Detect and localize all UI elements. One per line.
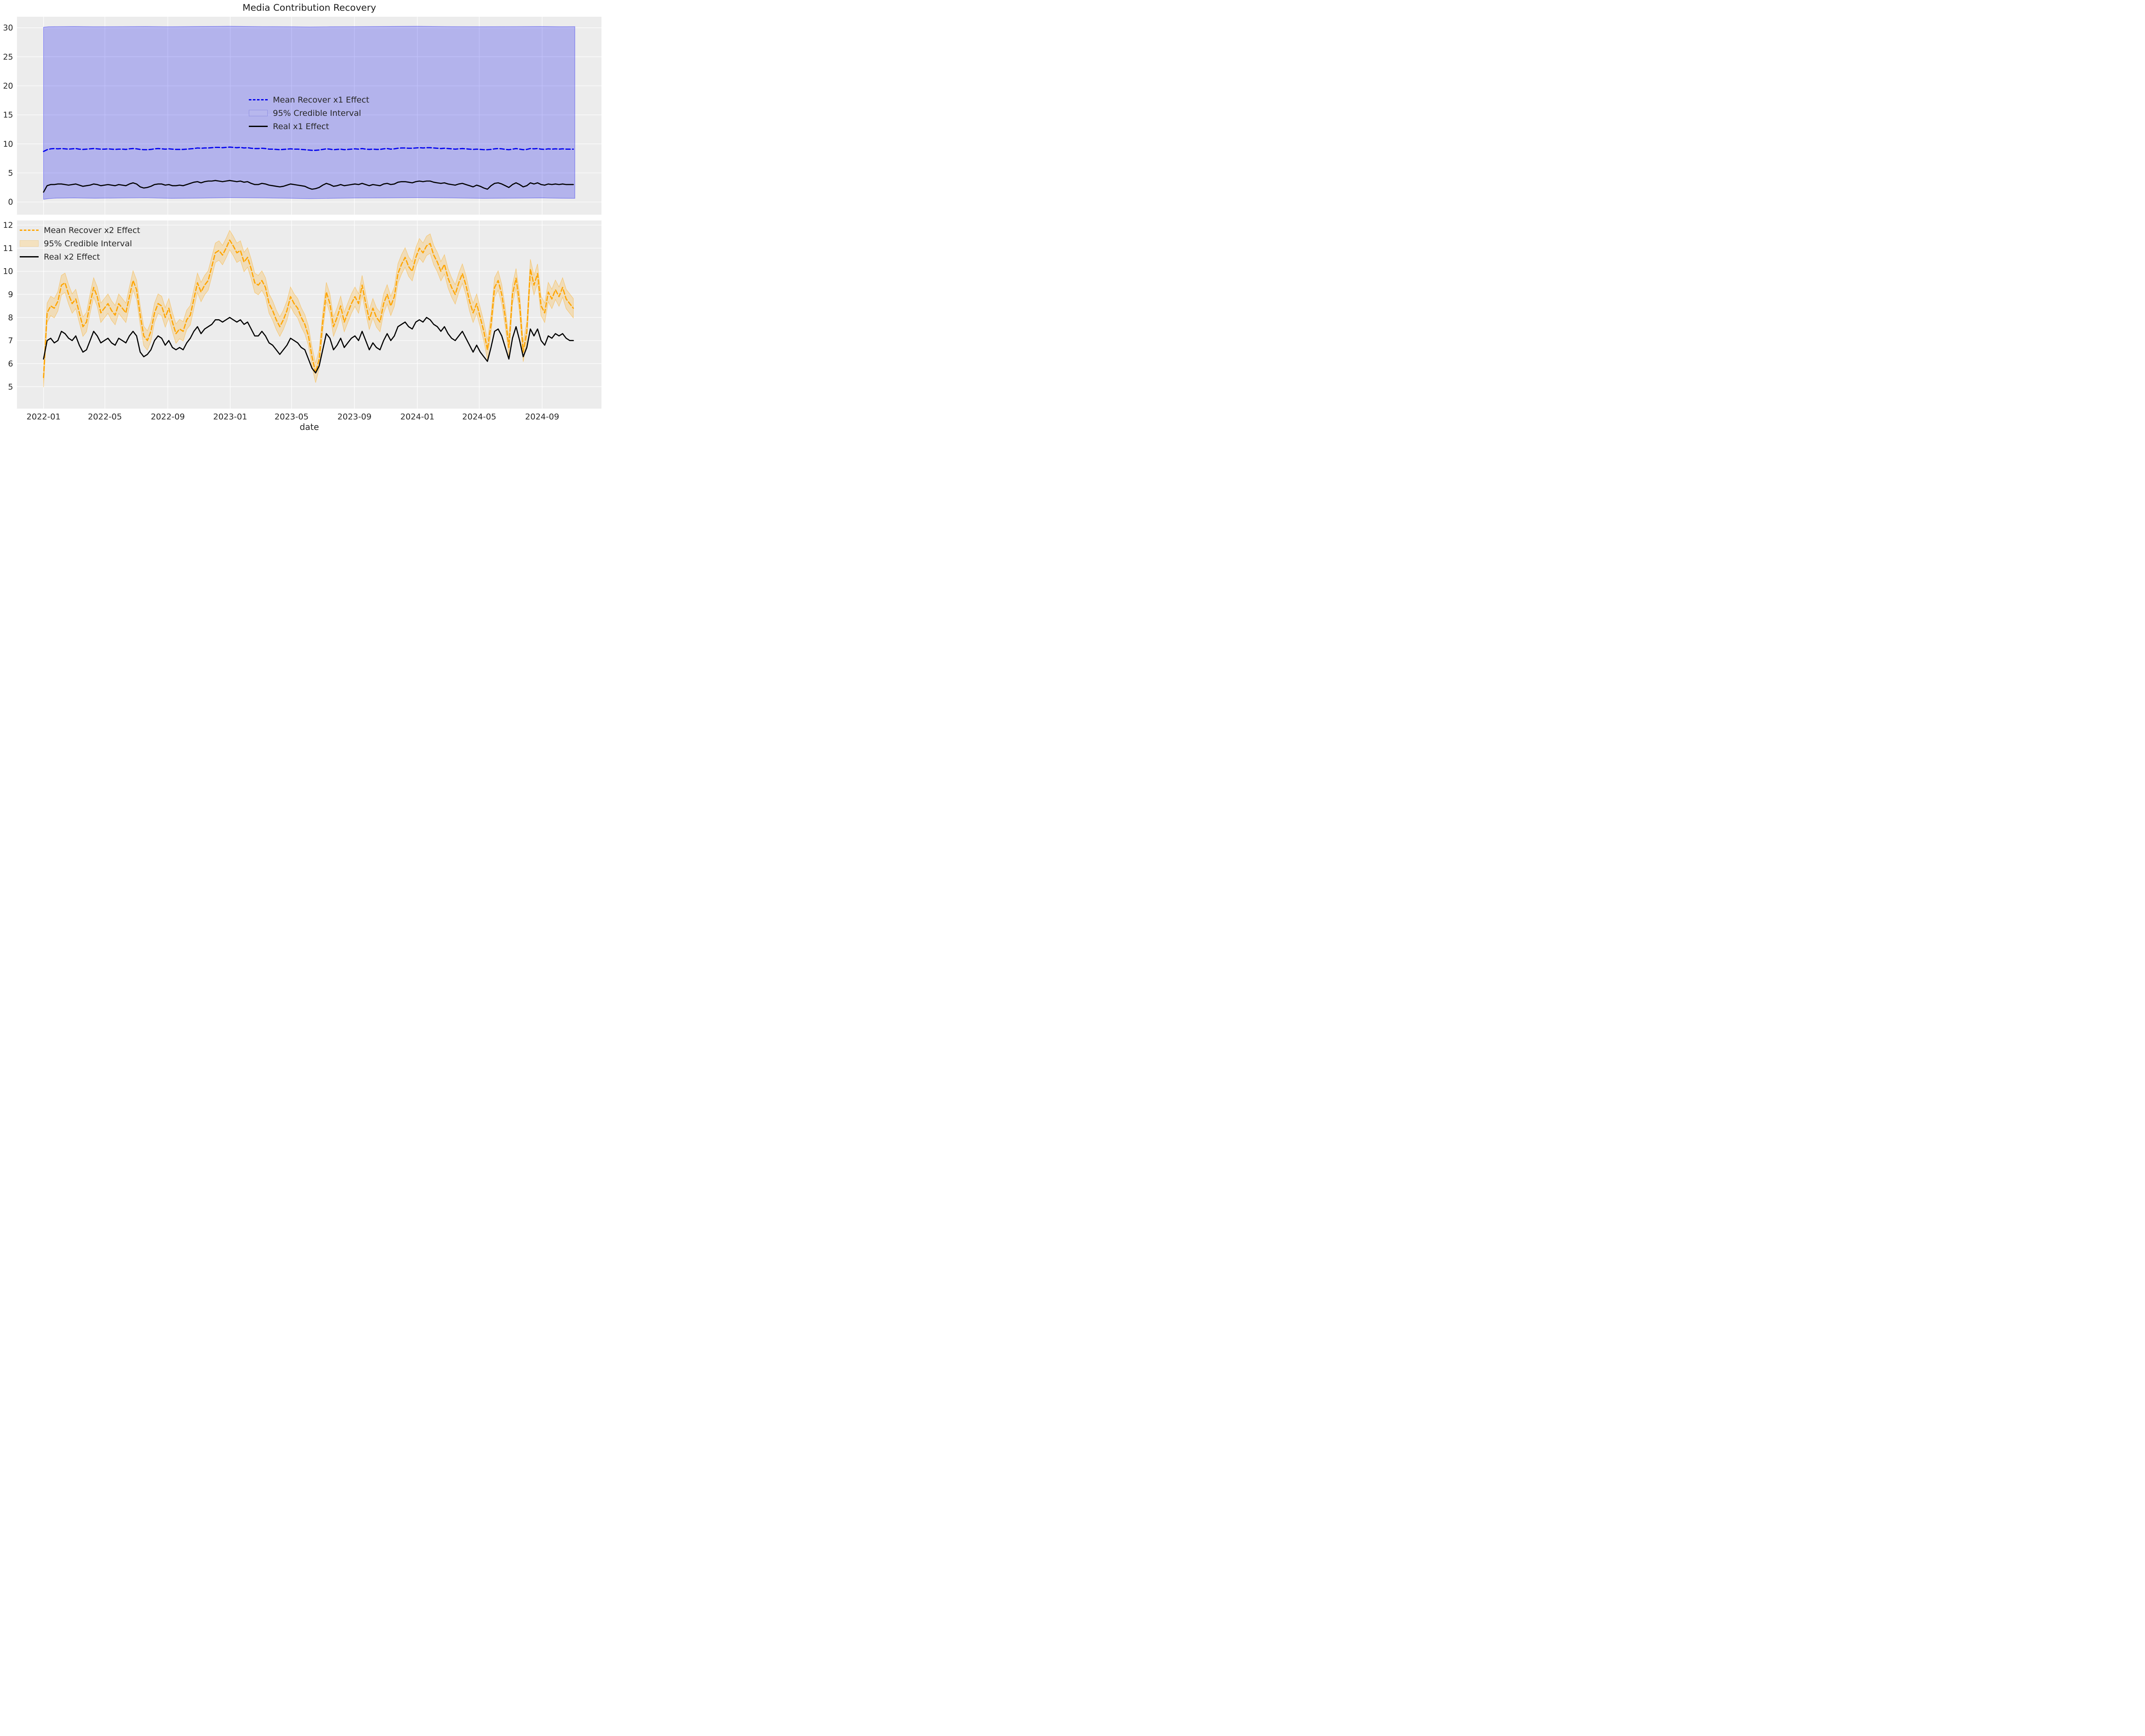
legend-label: 95% Credible Interval xyxy=(44,239,132,248)
legend-x2: Mean Recover x2 Effect 95% Credible Inte… xyxy=(20,224,140,263)
x2-ytick-label: 5 xyxy=(8,383,13,392)
legend-entry-mean-x1: Mean Recover x1 Effect xyxy=(249,93,369,106)
x2-mean-line xyxy=(43,239,574,378)
x1-ytick-label: 10 xyxy=(3,140,13,149)
x1-ytick-label: 15 xyxy=(3,111,13,120)
orange-band-patch-sample xyxy=(20,240,39,247)
x2-ytick-label: 6 xyxy=(8,360,13,369)
xtick-label: 2023-01 xyxy=(213,412,247,422)
legend-entry-real-x2: Real x2 Effect xyxy=(20,250,140,263)
legend-entry-real-x1: Real x1 Effect xyxy=(249,120,369,133)
legend-entry-ci-x1: 95% Credible Interval xyxy=(249,106,369,120)
blue-dashed-line-sample xyxy=(249,99,268,100)
x2-ytick-label: 11 xyxy=(3,244,13,253)
x1-real-line xyxy=(43,180,574,193)
x1-ytick-label: 0 xyxy=(8,198,13,207)
xtick-label: 2022-09 xyxy=(151,412,184,422)
x1-ytick-label: 20 xyxy=(3,82,13,91)
legend-label: 95% Credible Interval xyxy=(273,108,361,118)
legend-x1: Mean Recover x1 Effect 95% Credible Inte… xyxy=(249,93,369,133)
x2-ytick-label: 8 xyxy=(8,313,13,322)
x1-mean-line xyxy=(43,146,574,152)
legend-label: Mean Recover x2 Effect xyxy=(44,225,140,235)
chart-title: Media Contribution Recovery xyxy=(242,3,376,13)
x2-ytick-label: 10 xyxy=(3,267,13,276)
figure: 0 5 10 15 20 25 30 5 6 7 8 9 10 11 12 2022-01 2022-05 202… xyxy=(0,0,606,434)
black-line-sample xyxy=(20,256,39,257)
xtick-label: 2023-09 xyxy=(338,412,372,422)
x2-ytick-label: 9 xyxy=(8,290,13,299)
xtick-label: 2024-05 xyxy=(462,412,496,422)
orange-dashed-line-sample xyxy=(20,230,39,231)
x-axis-label: date xyxy=(299,422,319,432)
xtick-label: 2024-09 xyxy=(525,412,559,422)
plots-canvas: 0 5 10 15 20 25 30 5 6 7 8 9 10 11 12 2022-01 2022-05 202… xyxy=(3,17,601,422)
legend-label: Real x2 Effect xyxy=(44,252,100,262)
x2-ytick-label: 12 xyxy=(3,221,13,230)
x1-ytick-label: 5 xyxy=(8,169,13,178)
x1-ytick-label: 30 xyxy=(3,24,13,33)
legend-label: Mean Recover x1 Effect xyxy=(273,95,369,105)
black-line-sample xyxy=(249,126,268,127)
legend-entry-mean-x2: Mean Recover x2 Effect xyxy=(20,224,140,237)
x1-credible-band xyxy=(43,26,575,200)
x2-ytick-label: 7 xyxy=(8,336,13,345)
xtick-label: 2022-05 xyxy=(88,412,122,422)
xtick-label: 2022-01 xyxy=(27,412,60,422)
blue-band-patch-sample xyxy=(249,110,268,116)
x1-axes-background xyxy=(17,17,601,215)
legend-label: Real x1 Effect xyxy=(273,121,329,131)
x1-ytick-label: 25 xyxy=(3,53,13,62)
legend-entry-ci-x2: 95% Credible Interval xyxy=(20,237,140,250)
xtick-label: 2023-05 xyxy=(275,412,308,422)
xtick-label: 2024-01 xyxy=(400,412,434,422)
x2-real-line xyxy=(43,317,574,374)
